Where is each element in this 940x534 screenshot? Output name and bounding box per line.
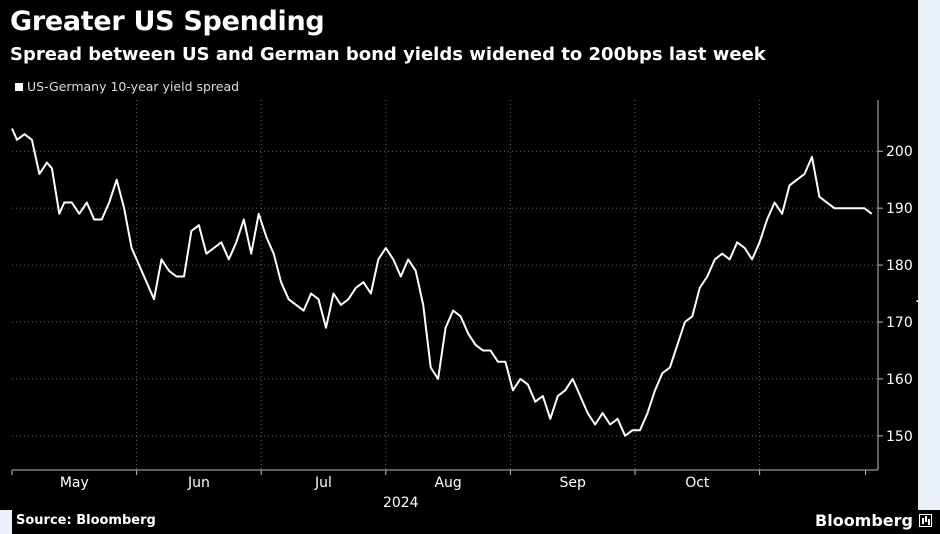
- x-tick-label: Oct: [685, 475, 710, 491]
- brand-logo: Bloomberg: [815, 511, 932, 530]
- source-note: Source: Bloomberg: [16, 513, 156, 528]
- legend-label: US-Germany 10-year yield spread: [27, 79, 240, 94]
- x-tick-label: Jun: [187, 475, 210, 491]
- x-tick-label: May: [60, 475, 89, 491]
- y-tick-label: 180: [886, 258, 913, 274]
- series-line: [11, 128, 873, 437]
- brand-name: Bloomberg: [815, 511, 913, 530]
- x-axis-label: 2024: [383, 495, 419, 510]
- y-tick-label: 170: [886, 315, 913, 331]
- legend-swatch: [15, 82, 23, 91]
- legend: US-Germany 10-year yield spread: [15, 79, 239, 94]
- footer-strip: [12, 510, 940, 534]
- y-tick-label: 160: [886, 372, 913, 388]
- y-tick-label: 190: [886, 201, 913, 217]
- chart-subtitle: Spread between US and German bond yields…: [10, 44, 766, 65]
- x-tick-label: Jul: [314, 475, 332, 491]
- y-tick-label: 200: [886, 144, 913, 160]
- chart-title: Greater US Spending: [10, 6, 325, 37]
- y-axis-title: Basis points: [915, 249, 918, 351]
- terminal-icon: [919, 514, 932, 527]
- x-tick-label: Sep: [560, 475, 587, 491]
- y-tick-label: 150: [886, 429, 913, 445]
- x-tick-label: Aug: [434, 475, 461, 491]
- chart-panel: [0, 0, 918, 510]
- line-chart: 150 160 170 180 190 200 May Jun Jul Aug Sep Oct 2024…: [11, 100, 918, 510]
